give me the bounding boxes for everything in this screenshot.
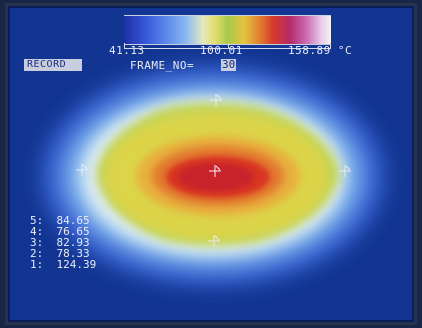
scale-mid-label: 100.01 xyxy=(200,44,243,57)
reading-value: 78.33 xyxy=(56,247,90,260)
measurement-marker-left xyxy=(76,164,88,176)
measurement-marker-top xyxy=(210,94,222,106)
reading-value: 124.39 xyxy=(56,258,97,271)
reading-value: 76.65 xyxy=(56,225,90,238)
measurement-marker-bottom xyxy=(208,235,220,247)
scale-tick-line xyxy=(125,48,330,49)
reading-row-4: 4: 76.65 xyxy=(30,226,96,237)
frame-number-label: FRAME_NO= xyxy=(130,59,195,72)
measurement-marker-right xyxy=(339,165,351,177)
reading-value: 82.93 xyxy=(56,236,90,249)
reading-index: 2: xyxy=(30,247,44,260)
thermal-image xyxy=(41,66,385,286)
measurement-marker-center xyxy=(209,165,221,177)
frame-number-value: 30 xyxy=(221,58,237,71)
scale-ticks xyxy=(124,43,331,49)
scale-max-label: 158.89 °C xyxy=(288,44,353,57)
record-status-badge: RECORD xyxy=(24,59,83,71)
reading-row-2: 2: 78.33 xyxy=(30,248,96,259)
temperature-scale-bar xyxy=(124,15,331,45)
reading-row-1: 1: 124.39 xyxy=(30,259,96,270)
scale-min-label: 41.13 xyxy=(109,44,145,57)
reading-value: 84.65 xyxy=(56,214,90,227)
thermal-screen: 41.13 100.01 158.89 °C RECORD FRAME_NO= … xyxy=(8,6,414,322)
reading-index: 4: xyxy=(30,225,44,238)
reading-row-5: 5: 84.65 xyxy=(30,215,96,226)
reading-index: 5: xyxy=(30,214,44,227)
temperature-readings-list: 5: 84.65 4: 76.65 3: 82.93 2: 78.33 1: 1… xyxy=(30,215,96,270)
scale-mid-tick xyxy=(227,43,229,49)
reading-index: 3: xyxy=(30,236,44,249)
reading-index: 1: xyxy=(30,258,44,271)
reading-row-3: 3: 82.93 xyxy=(30,237,96,248)
